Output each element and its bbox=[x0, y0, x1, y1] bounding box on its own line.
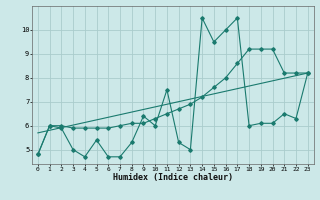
X-axis label: Humidex (Indice chaleur): Humidex (Indice chaleur) bbox=[113, 173, 233, 182]
